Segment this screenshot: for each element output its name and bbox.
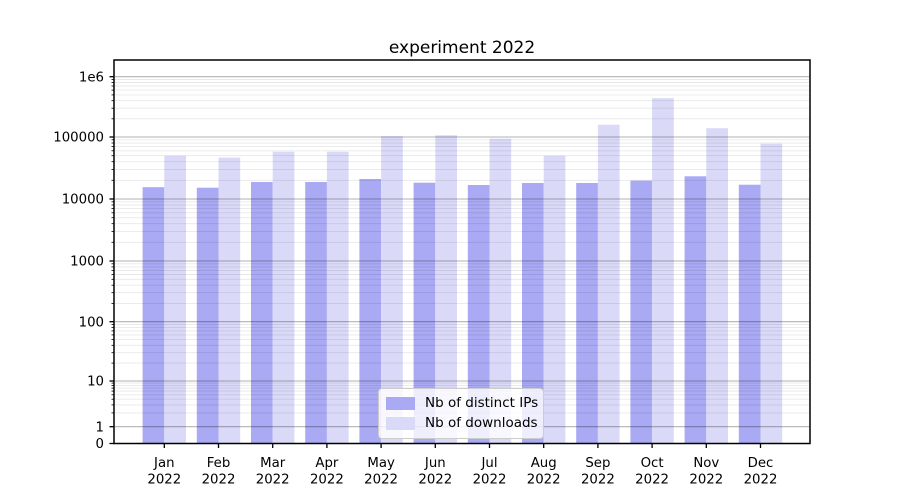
bar-nb-of-distinct-ips-feb — [196, 187, 219, 444]
bar-nb-of-downloads-feb — [218, 157, 241, 444]
x-tick-label: May 2022 — [364, 456, 398, 488]
x-tick-label: Nov 2022 — [689, 456, 723, 488]
x-tick-label: Jul 2022 — [473, 456, 507, 488]
bar-nb-of-distinct-ips-jan — [142, 187, 165, 444]
bars-group — [142, 98, 783, 444]
bar-nb-of-downloads-jul — [489, 138, 512, 444]
bar-nb-of-distinct-ips-jul — [467, 185, 490, 444]
bar-nb-of-distinct-ips-sep — [576, 183, 598, 444]
minor-gridlines — [114, 79, 810, 414]
x-tick-label: Sep 2022 — [581, 456, 615, 488]
major-gridlines — [114, 76, 810, 428]
x-tick-label: Feb 2022 — [202, 456, 236, 488]
bar-nb-of-downloads-jan — [164, 155, 186, 444]
bar-nb-of-downloads-sep — [597, 124, 620, 444]
legend-swatch-distinct-ips — [386, 397, 415, 411]
y-tick-label: 1000 — [70, 255, 104, 270]
legend-item-downloads: Nb of downloads — [386, 414, 538, 431]
y-tick-label: 1e6 — [79, 70, 104, 85]
bar-nb-of-distinct-ips-jun — [413, 182, 436, 444]
legend: Nb of distinct IPs Nb of downloads — [378, 388, 544, 439]
bar-nb-of-downloads-aug — [543, 155, 566, 444]
y-tick-label: 0 — [96, 437, 104, 452]
y-axis: 0 1 10 100 1000 10000 100000 1e6 — [53, 70, 114, 452]
bar-nb-of-distinct-ips-dec — [738, 184, 761, 444]
legend-label-downloads: Nb of downloads — [425, 414, 538, 431]
bar-nb-of-downloads-nov — [706, 128, 728, 444]
y-tick-label: 1 — [96, 420, 104, 435]
legend-swatch-downloads — [386, 416, 415, 430]
bar-nb-of-distinct-ips-oct — [630, 180, 653, 444]
x-tick-label: Aug 2022 — [527, 456, 561, 488]
x-tick-label: Oct 2022 — [635, 456, 669, 488]
y-tick-label: 10000 — [62, 193, 104, 208]
bar-nb-of-distinct-ips-nov — [684, 176, 707, 444]
x-tick-label: Apr 2022 — [310, 456, 344, 488]
x-tick-label: Dec 2022 — [744, 456, 778, 488]
x-tick-label: Jan 2022 — [147, 456, 181, 488]
y-tick-label: 100000 — [53, 131, 104, 146]
bar-nb-of-downloads-mar — [272, 151, 295, 444]
bar-nb-of-distinct-ips-mar — [251, 182, 273, 444]
x-tick-label: Mar 2022 — [256, 456, 290, 488]
bar-nb-of-downloads-may — [381, 136, 403, 444]
x-axis: Jan 2022 Feb 2022 Mar 2022 Apr 2022 May 2022 Jun 20… — [147, 443, 778, 488]
x-tick-label: Jun 2022 — [418, 456, 452, 488]
bar-nb-of-distinct-ips-aug — [522, 183, 544, 444]
bar-nb-of-distinct-ips-may — [359, 179, 382, 444]
bar-nb-of-downloads-dec — [760, 143, 783, 444]
bar-nb-of-downloads-oct — [652, 98, 674, 444]
bar-nb-of-downloads-apr — [326, 151, 349, 444]
bar-nb-of-distinct-ips-apr — [305, 182, 327, 444]
legend-label-distinct-ips: Nb of distinct IPs — [425, 395, 539, 411]
chart-title: experiment 2022 — [388, 38, 536, 58]
legend-item-distinct-ips: Nb of distinct IPs — [386, 395, 539, 411]
y-tick-label: 10 — [87, 375, 104, 390]
plot-border — [113, 59, 811, 445]
bar-nb-of-downloads-jun — [435, 135, 457, 444]
y-tick-label: 100 — [79, 315, 104, 330]
